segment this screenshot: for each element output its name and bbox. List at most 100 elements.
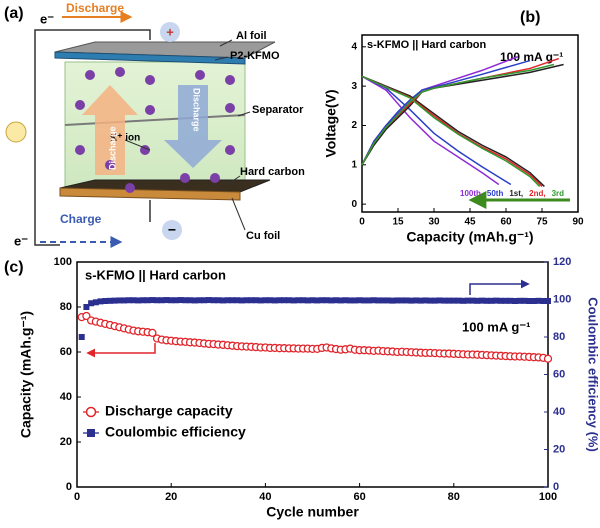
x-tick-label: 80 <box>448 491 460 503</box>
point <box>403 297 410 304</box>
point <box>398 297 405 304</box>
y2-tick-label: 60 <box>553 368 565 380</box>
leaders <box>124 39 251 231</box>
point <box>314 297 321 304</box>
point <box>106 297 113 304</box>
charge-label: Charge <box>60 212 102 226</box>
x-axis-label: Capacity (mAh.g⁻¹) <box>406 229 533 245</box>
point <box>375 297 382 304</box>
point <box>361 297 368 304</box>
point <box>215 297 222 304</box>
point <box>116 297 123 304</box>
point <box>318 297 325 304</box>
point <box>290 297 297 304</box>
cu-foil <box>59 187 241 201</box>
minus-label: − <box>168 222 176 238</box>
point <box>144 297 151 304</box>
y-tick-label: 80 <box>60 301 72 313</box>
point <box>469 297 476 304</box>
separator-label: Separator <box>252 104 304 116</box>
point <box>257 297 264 304</box>
y2-tick-label: 120 <box>553 256 571 268</box>
discharge-label: Discharge <box>66 1 124 15</box>
point <box>309 297 316 304</box>
x-tick-label: 0 <box>74 491 80 503</box>
point <box>187 297 194 304</box>
point <box>450 297 457 304</box>
point <box>125 297 132 304</box>
point <box>417 297 424 304</box>
point <box>502 297 509 304</box>
point <box>285 297 292 304</box>
point <box>366 297 373 304</box>
annotation: 100 mA g⁻¹ <box>500 50 563 64</box>
point <box>540 298 547 304</box>
y-tick-label: 1 <box>351 159 357 170</box>
y2-tick-label: 20 <box>553 443 565 455</box>
point <box>337 297 344 304</box>
point <box>243 297 250 304</box>
point <box>446 297 453 304</box>
legend-marker <box>87 429 95 437</box>
ions <box>75 67 235 193</box>
point <box>154 297 161 304</box>
point <box>347 297 354 304</box>
plus-terminal <box>160 22 180 42</box>
y-tick-label: 40 <box>60 391 72 403</box>
x-tick-label: 30 <box>428 217 440 228</box>
point <box>521 297 528 304</box>
point <box>135 297 142 304</box>
legend-marker <box>85 406 97 418</box>
y2-axis-label: Coulombic efficiency (%) <box>586 297 600 452</box>
ion <box>195 70 205 80</box>
ion <box>145 105 155 115</box>
y-tick-label: 0 <box>351 199 357 210</box>
wire <box>34 29 151 246</box>
ion <box>105 160 115 170</box>
point <box>111 297 118 304</box>
arrow-up-label: Discharge <box>107 126 117 170</box>
schematic: (a) e⁻ Discharge + Al foil P2-KFMO Separ… <box>4 1 305 248</box>
point <box>210 297 217 304</box>
point <box>168 297 175 304</box>
point <box>234 297 241 304</box>
cathode <box>54 51 246 65</box>
point <box>356 297 363 304</box>
point <box>464 297 471 304</box>
point <box>488 297 495 304</box>
plot-frame <box>76 261 549 488</box>
point <box>526 298 533 304</box>
ion <box>115 67 125 77</box>
electron-label: e⁻ <box>14 233 28 248</box>
y2-tick-label: 80 <box>553 331 565 343</box>
y-tick-label: 3 <box>351 81 357 92</box>
point <box>342 297 349 304</box>
point <box>267 297 274 304</box>
point <box>474 297 481 304</box>
point <box>252 297 259 304</box>
point <box>380 297 387 304</box>
point <box>158 297 165 304</box>
point <box>276 297 283 304</box>
panel-label: (c) <box>4 259 24 276</box>
point <box>196 297 203 304</box>
point <box>201 297 208 304</box>
point <box>304 297 311 304</box>
point <box>205 297 212 304</box>
x-tick-label: 90 <box>572 217 584 228</box>
point <box>281 297 288 304</box>
x-tick-label: 20 <box>165 491 177 503</box>
point <box>497 297 504 304</box>
point <box>333 297 340 304</box>
ion <box>85 70 95 80</box>
point <box>479 297 486 304</box>
point <box>92 299 99 306</box>
legend-label: 2nd, <box>529 189 545 198</box>
point <box>121 297 128 304</box>
electron-label: e⁻ <box>40 11 54 26</box>
y-tick-label: 2 <box>351 120 357 131</box>
chart-title: s-KFMO || Hard carbon <box>367 39 487 51</box>
bulb <box>5 121 27 143</box>
legend-label: 100th <box>460 189 481 198</box>
